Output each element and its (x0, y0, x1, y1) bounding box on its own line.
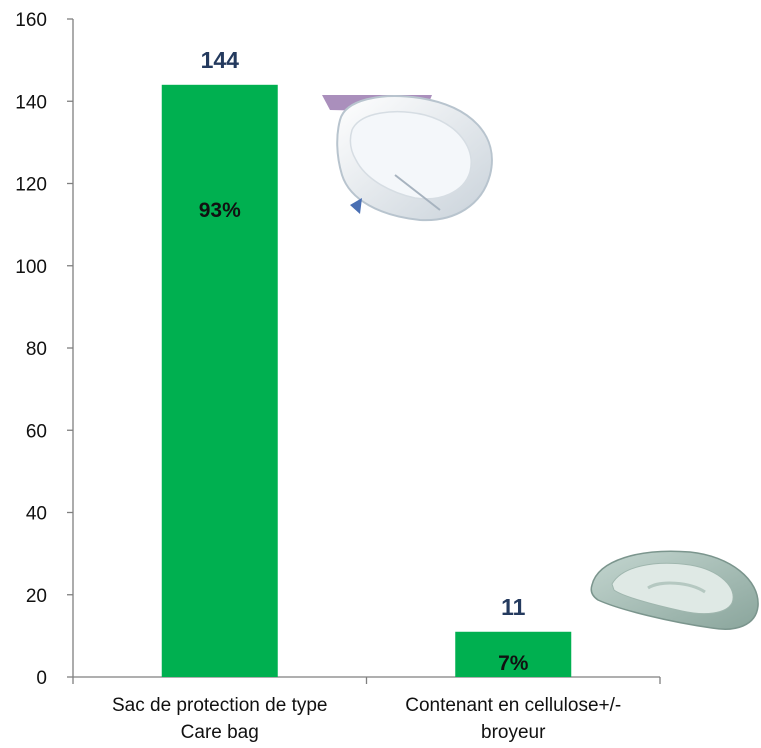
axes: 0 20 40 60 80 100 120 140 160 (15, 10, 661, 689)
bar-value-label: 144 (201, 47, 240, 73)
bar (161, 84, 278, 678)
labels: 144 93% Sac de protection de type Care bag 1… (112, 47, 621, 743)
y-tick-label: 120 (15, 175, 47, 196)
y-tick-label: 100 (15, 257, 47, 278)
y-tick-label: 160 (15, 10, 47, 31)
bar-value-label: 11 (501, 594, 526, 620)
x-category-label: Contenant en cellulose+/- (405, 695, 621, 716)
y-tick-label: 20 (26, 586, 47, 607)
bar-percent-label: 93% (199, 199, 241, 222)
y-tick-label: 80 (26, 339, 47, 360)
bars (161, 84, 572, 678)
cellulose-bedpan-photo (590, 550, 759, 630)
y-tick-label: 0 (36, 668, 47, 689)
x-category-label: Sac de protection de type (112, 695, 327, 716)
x-category-label: Care bag (181, 722, 259, 743)
y-tick-label: 40 (26, 504, 47, 525)
bar-percent-label: 7% (498, 652, 529, 675)
x-category-label: broyeur (481, 722, 546, 743)
bar (455, 631, 572, 677)
y-tick-label: 60 (26, 421, 47, 442)
y-tick-label: 140 (15, 92, 47, 113)
care-bag-photo (322, 95, 493, 222)
